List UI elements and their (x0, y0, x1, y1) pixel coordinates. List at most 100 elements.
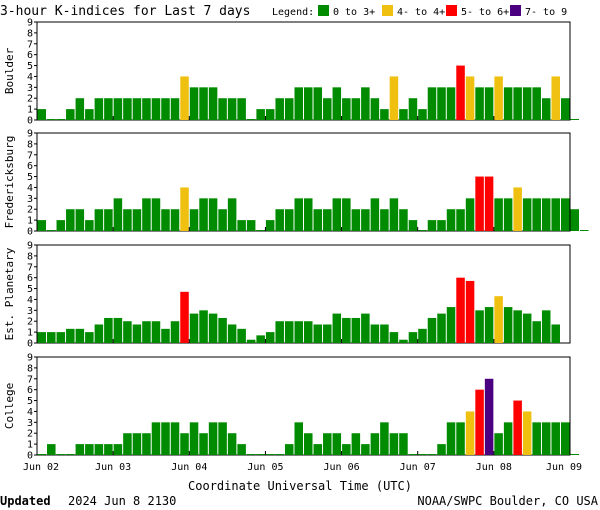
k-index-bar (503, 198, 513, 231)
k-index-bar (399, 109, 408, 120)
x-tick-label: Jun 03 (95, 462, 131, 473)
k-index-bar (361, 444, 370, 455)
x-tick-label: Jun 02 (23, 462, 59, 473)
k-index-bar (56, 454, 66, 455)
k-index-bar (85, 220, 94, 231)
k-index-bar (132, 433, 142, 455)
k-index-bar (408, 220, 418, 231)
panel-label: Est. Planetary (3, 247, 16, 340)
k-index-bar (332, 198, 342, 231)
y-tick-label: 3 (27, 418, 33, 429)
k-index-bar (408, 332, 418, 343)
k-index-bar (513, 87, 522, 120)
k-index-bar (237, 328, 246, 343)
k-index-bar (94, 209, 104, 231)
k-index-bar (465, 411, 475, 455)
y-tick-label: 4 (27, 72, 33, 83)
k-index-bar (161, 422, 170, 455)
k-index-bar (85, 444, 94, 455)
panel-frame (36, 132, 571, 232)
k-index-bar (294, 198, 303, 231)
k-index-bar (218, 209, 227, 231)
k-index-bar (437, 313, 446, 343)
k-index-bar (522, 198, 532, 231)
chart-title: 3-hour K-indices for Last 7 days (0, 4, 250, 19)
k-index-bar (456, 277, 465, 343)
panel-label: Fredericksburg (3, 136, 16, 229)
k-index-bar (532, 422, 541, 455)
x-tick-label: Jun 04 (171, 462, 207, 473)
k-index-bar (246, 119, 256, 120)
k-index-bar (132, 98, 142, 120)
k-index-bar (351, 98, 361, 120)
updated-value: 2024 Jun 8 2130 (68, 494, 176, 508)
k-index-bar (570, 209, 580, 231)
y-tick-label: 0 (27, 451, 33, 462)
k-index-bar (218, 422, 227, 455)
k-index-bar (132, 209, 142, 231)
k-index-bar (142, 98, 151, 120)
y-tick-label: 6 (27, 50, 33, 61)
y-tick-label: 2 (27, 94, 33, 105)
k-index-bar (313, 324, 323, 343)
legend-swatch (446, 5, 457, 16)
k-index-bar (37, 109, 47, 120)
legend-swatch (382, 5, 393, 16)
k-index-bar (132, 324, 142, 343)
k-index-bar (418, 454, 427, 455)
k-index-bar (275, 454, 284, 455)
k-index-bar (161, 98, 170, 120)
k-index-bar (418, 109, 427, 120)
k-index-bar (275, 321, 284, 343)
y-tick-label: 7 (27, 39, 33, 50)
k-index-bar (513, 310, 522, 343)
k-index-bar (170, 98, 180, 120)
k-index-bar (227, 324, 237, 343)
panel-frame (36, 356, 571, 456)
k-index-bar (361, 87, 370, 120)
k-index-bar (37, 454, 47, 455)
x-tick-label: Jun 08 (476, 462, 512, 473)
k-index-bar (227, 98, 237, 120)
k-index-bar (465, 198, 475, 231)
y-tick-label: 1 (27, 440, 33, 451)
k-index-bar (551, 324, 560, 343)
k-index-bar (456, 209, 465, 231)
k-index-bar (475, 87, 484, 120)
k-index-bar (532, 87, 541, 120)
y-tick-label: 8 (27, 363, 33, 374)
k-index-bar (199, 310, 208, 343)
k-index-bar (361, 313, 370, 343)
k-index-bar (427, 87, 437, 120)
k-index-bar (199, 87, 208, 120)
k-index-bar (560, 422, 570, 455)
y-tick-label: 8 (27, 139, 33, 150)
k-index-bar (465, 76, 475, 120)
k-index-bar (532, 198, 541, 231)
k-index-bar (446, 209, 456, 231)
k-index-bar (218, 98, 227, 120)
k-index-bar (75, 328, 85, 343)
x-tick-label: Jun 09 (546, 462, 582, 473)
k-index-bar (408, 98, 418, 120)
k-index-bar (104, 98, 113, 120)
k-index-bar (189, 209, 199, 231)
y-tick-label: 1 (27, 216, 33, 227)
k-index-bar (370, 98, 380, 120)
k-index-bar (294, 422, 303, 455)
k-index-bar (265, 454, 275, 455)
legend-entry: 0 to 3+ (333, 7, 375, 18)
k-index-bar (151, 198, 161, 231)
k-index-bar (342, 198, 351, 231)
k-index-bar (75, 98, 85, 120)
k-index-bar (180, 187, 189, 231)
y-tick-label: 2 (27, 317, 33, 328)
k-index-bar (256, 109, 265, 120)
y-tick-label: 6 (27, 161, 33, 172)
x-axis-label: Coordinate Universal Time (UTC) (188, 479, 412, 493)
k-index-bar (494, 296, 503, 343)
y-tick-label: 5 (27, 396, 33, 407)
y-tick-label: 5 (27, 61, 33, 72)
k-index-bar (47, 119, 56, 120)
